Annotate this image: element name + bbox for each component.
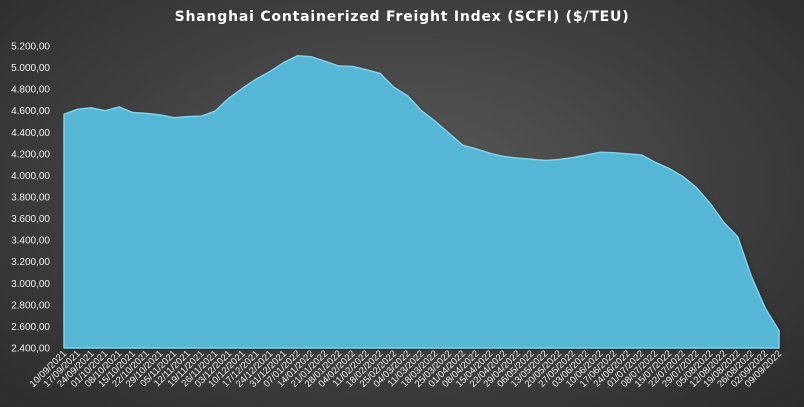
y-tick-label: 2.800,00: [11, 300, 50, 311]
y-tick-label: 3.800,00: [11, 193, 50, 204]
y-tick-label: 3.200,00: [11, 257, 50, 268]
chart-title: Shanghai Containerized Freight Index (SC…: [174, 9, 630, 25]
y-tick-label: 4.000,00: [11, 171, 50, 182]
y-tick-label: 5.000,00: [11, 63, 50, 74]
y-tick-label: 5.200,00: [11, 42, 50, 53]
area-series: [63, 54, 780, 349]
area-fill: [63, 54, 780, 349]
y-tick-label: 4.800,00: [11, 85, 50, 96]
y-tick-label: 2.600,00: [11, 322, 50, 333]
y-tick-label: 3.400,00: [11, 236, 50, 247]
y-tick-label: 4.400,00: [11, 128, 50, 139]
y-axis-ticks: 2.400,00 2.600,00 2.800,00 3.000,00 3.200,00…: [11, 42, 50, 355]
y-tick-label: 4.600,00: [11, 106, 50, 117]
x-axis-ticks: 10/09/202117/09/202124/09/202101/10/2021…: [28, 348, 784, 389]
y-tick-label: 4.200,00: [11, 149, 50, 160]
y-tick-label: 2.400,00: [11, 344, 50, 355]
y-tick-label: 3.000,00: [11, 279, 50, 290]
y-tick-label: 3.600,00: [11, 214, 50, 225]
